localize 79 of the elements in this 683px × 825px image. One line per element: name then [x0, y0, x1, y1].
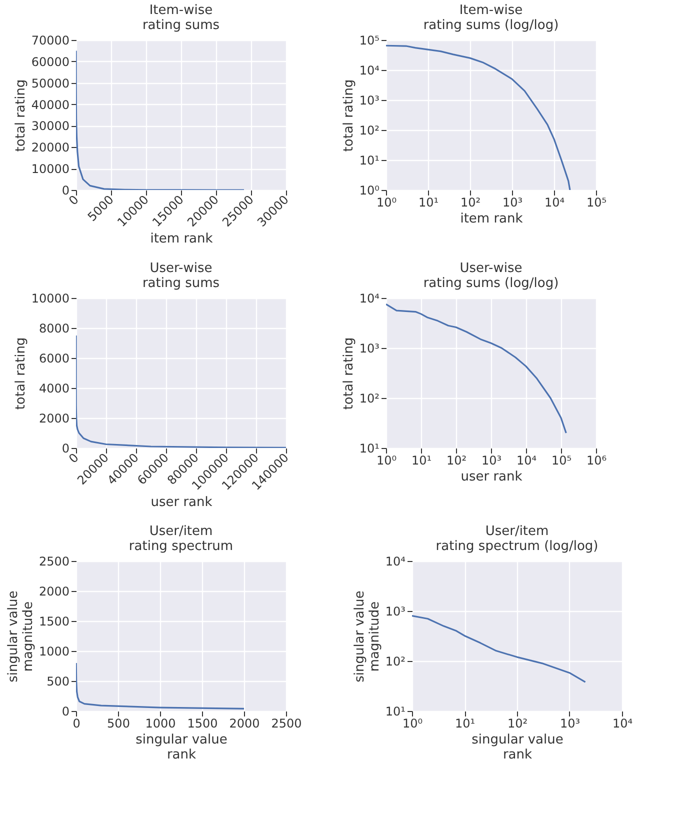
x-axis-title: singular value rank: [136, 732, 228, 762]
y-axis-title: total rating: [341, 337, 356, 410]
y-tick-label: 10⁴: [359, 64, 380, 78]
x-tick-label: 500: [107, 716, 130, 730]
y-tick-label: 10¹: [385, 704, 406, 718]
x-tick-label: 10⁰: [376, 454, 397, 468]
y-axis-title: singular value magnitude: [352, 590, 382, 682]
y-tick-label: 0: [62, 704, 70, 718]
x-tick-label: 1500: [187, 716, 218, 730]
x-axis-title: item rank: [150, 232, 214, 247]
x-tick-label: 10³: [560, 716, 580, 730]
x-tick-label: 2000: [229, 716, 260, 730]
x-tick-label: 10¹: [418, 196, 439, 210]
y-tick-label: 70000: [31, 34, 70, 48]
y-tick-label: 10000: [31, 162, 70, 176]
x-tick-label: 10²: [507, 716, 528, 730]
y-tick-label: 8000: [38, 322, 70, 336]
chart-title: Item-wise rating sums (log/log): [423, 3, 559, 33]
y-tick-label: 10²: [359, 392, 380, 406]
x-tick-label: 10⁰: [376, 196, 397, 210]
chart-title: User-wise rating sums (log/log): [423, 261, 559, 291]
y-tick-label: 1000: [38, 644, 70, 658]
chart-title: Item-wise rating sums: [142, 3, 220, 33]
y-tick-label: 10⁴: [385, 554, 406, 568]
y-axis-title: total rating: [13, 337, 28, 410]
line-series: [76, 334, 286, 448]
x-axis-title: item rank: [460, 212, 524, 226]
y-axis-title: singular value magnitude: [6, 590, 36, 682]
x-tick-label: 10⁵: [586, 196, 607, 210]
x-tick-label: 10¹: [454, 716, 476, 730]
x-tick-label: 0: [72, 716, 80, 730]
y-tick-label: 10²: [359, 124, 380, 138]
chart-title: User-wise rating sums: [142, 261, 220, 291]
x-axis-title: user rank: [460, 470, 523, 484]
chart-title: User/item rating spectrum: [128, 524, 234, 554]
y-axis-title: total rating: [13, 79, 28, 152]
y-tick-label: 6000: [38, 352, 70, 366]
x-axis-title: singular value rank: [472, 732, 564, 762]
y-tick-label: 2500: [38, 554, 70, 568]
y-tick-label: 10²: [385, 654, 406, 668]
y-tick-label: 10⁰: [359, 184, 380, 198]
y-tick-label: 10¹: [359, 442, 380, 456]
y-tick-label: 2000: [38, 412, 70, 426]
y-tick-label: 40000: [31, 98, 70, 112]
x-tick-label: 10⁰: [402, 716, 423, 730]
y-tick-label: 10¹: [359, 154, 380, 168]
x-tick-label: 10⁴: [612, 716, 633, 730]
chart-title: User/item rating spectrum (log/log): [436, 524, 598, 554]
y-tick-label: 10³: [359, 94, 380, 108]
line-series: [76, 50, 245, 190]
y-tick-label: 0: [62, 184, 70, 198]
x-tick-label: 10⁴: [516, 454, 537, 468]
y-tick-label: 30000: [31, 119, 70, 134]
x-tick-label: 10³: [502, 196, 523, 210]
y-tick-label: 500: [46, 674, 70, 688]
y-tick-label: 10000: [31, 292, 70, 306]
y-tick-label: 10³: [359, 342, 380, 356]
y-tick-label: 1500: [38, 614, 70, 628]
y-tick-label: 10³: [385, 604, 406, 618]
x-tick-label: 10⁴: [544, 196, 565, 210]
x-tick-label: 1000: [145, 716, 176, 730]
x-tick-label: 10²: [460, 196, 481, 210]
line-series: [76, 662, 245, 710]
y-tick-label: 10⁴: [359, 292, 380, 306]
x-tick-label: 10¹: [411, 454, 432, 468]
x-tick-label: 10⁵: [551, 454, 572, 468]
y-tick-label: 10⁵: [359, 34, 380, 48]
x-tick-label: 10²: [446, 454, 467, 468]
y-tick-label: 0: [62, 442, 70, 456]
y-tick-label: 4000: [38, 382, 70, 396]
x-tick-label: 2500: [271, 716, 302, 730]
x-axis-title: user rank: [150, 495, 213, 510]
y-tick-label: 60000: [31, 54, 70, 69]
y-tick-label: 50000: [31, 76, 70, 90]
x-tick-label: 10⁶: [586, 454, 607, 468]
y-axis-title: total rating: [341, 79, 356, 152]
y-tick-label: 2000: [38, 584, 70, 598]
y-tick-label: 20000: [31, 140, 70, 155]
x-tick-label: 10³: [481, 454, 502, 468]
